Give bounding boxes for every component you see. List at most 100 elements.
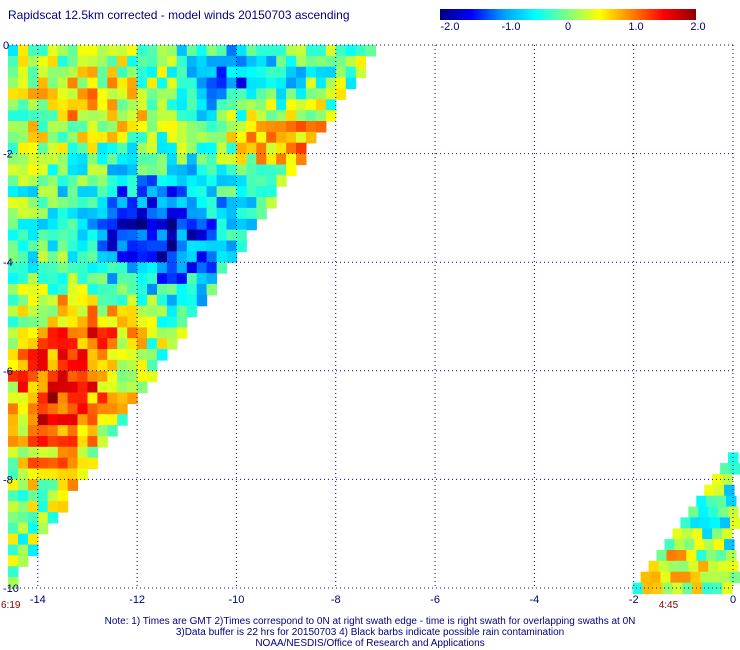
heatmap-cell: [266, 77, 277, 90]
heatmap-cell: [668, 560, 679, 573]
heatmap-cell: [137, 121, 148, 133]
heatmap-cell: [47, 77, 59, 90]
heatmap-cell: [77, 403, 88, 415]
heatmap-cell: [57, 338, 69, 350]
heatmap-cell: [47, 240, 59, 252]
heatmap-cell: [127, 186, 138, 198]
heatmap-cell: [97, 349, 108, 361]
heatmap-cell: [67, 251, 79, 263]
heatmap-cell: [27, 305, 39, 318]
heatmap-cell: [57, 327, 69, 339]
footnote-line-1: Note: 1) Times are GMT 2)Times correspon…: [104, 616, 636, 627]
heatmap-cell: [137, 294, 148, 307]
heatmap-cell: [315, 77, 327, 90]
heatmap-cell: [77, 240, 88, 252]
heatmap-cell: [286, 131, 297, 144]
heatmap-cell: [67, 207, 79, 220]
heatmap-cell: [8, 197, 19, 209]
heatmap-cell: [206, 175, 218, 187]
heatmap-cell: [8, 186, 19, 198]
heatmap-cell: [17, 240, 29, 252]
heatmap-cell: [97, 262, 108, 274]
heatmap-cell: [47, 490, 59, 502]
heatmap-cell: [335, 77, 347, 90]
heatmap-cell: [117, 251, 128, 263]
heatmap-cell: [722, 528, 733, 540]
heatmap-cell: [640, 571, 652, 584]
heatmap-cell: [37, 414, 49, 426]
heatmap-cell: [216, 55, 228, 68]
heatmap-cell: [206, 77, 218, 90]
heatmap-cell: [256, 175, 267, 187]
heatmap-cell: [286, 77, 297, 90]
heatmap-cell: [47, 403, 59, 415]
heatmap-cell: [216, 45, 228, 57]
heatmap-cell: [325, 55, 337, 68]
heatmap-cell: [57, 403, 69, 415]
heatmap-cell: [27, 370, 39, 383]
heatmap-cell: [47, 349, 59, 361]
heatmap-cell: [672, 528, 683, 540]
heatmap-cell: [157, 197, 168, 209]
heatmap-cell: [67, 55, 79, 68]
heatmap-cell: [97, 305, 108, 318]
heatmap-cell: [127, 218, 138, 231]
heatmap-cell: [117, 186, 128, 198]
heatmap-cell: [17, 316, 29, 328]
heatmap-cell: [196, 66, 208, 79]
heatmap-cell: [57, 262, 69, 274]
heatmap-cell: [166, 45, 178, 57]
heatmap-cell: [206, 131, 218, 144]
heatmap-cell: [216, 186, 228, 198]
heatmap-cell: [147, 338, 158, 350]
heatmap-cell: [107, 359, 118, 372]
heatmap-cell: [8, 121, 19, 133]
heatmap-cell: [37, 229, 49, 242]
heatmap-cell: [97, 316, 108, 328]
heatmap-cell: [266, 142, 277, 155]
heatmap-cell: [37, 522, 49, 535]
heatmap-cell: [355, 66, 367, 79]
heatmap-cell: [117, 240, 128, 252]
heatmap-cell: [67, 403, 79, 415]
heatmap-cell: [345, 66, 357, 79]
heatmap-cell: [57, 218, 69, 231]
heatmap-cell: [17, 66, 29, 79]
heatmap-cell: [147, 305, 158, 318]
heatmap-cell: [206, 164, 218, 176]
heatmap-cell: [166, 327, 178, 339]
heatmap-cell: [670, 571, 681, 584]
heatmap-cell: [77, 446, 88, 459]
heatmap-cell: [37, 359, 49, 372]
heatmap-cell: [666, 550, 677, 562]
heatmap-cell: [37, 490, 49, 502]
heatmap-cell: [256, 88, 267, 100]
heatmap-cell: [206, 229, 218, 242]
heatmap-cell: [57, 359, 69, 372]
heatmap-cell: [127, 251, 138, 263]
heatmap-cell: [186, 131, 198, 144]
heatmap-cell: [127, 55, 138, 68]
heatmap-cell: [276, 99, 287, 111]
heatmap-cell: [8, 566, 19, 578]
heatmap-cell: [57, 207, 69, 220]
heatmap-cell: [147, 240, 158, 252]
heatmap-cell: [710, 517, 721, 529]
heatmap-cell: [17, 99, 29, 111]
heatmap-cell: [8, 338, 19, 350]
heatmap-cell: [17, 218, 29, 231]
heatmap-cell: [77, 197, 88, 209]
heatmap-cell: [107, 338, 118, 350]
heatmap-cell: [17, 544, 29, 557]
heatmap-cell: [305, 88, 317, 100]
heatmap-cell: [176, 99, 188, 111]
heatmap-cell: [87, 283, 98, 296]
heatmap-cell: [722, 474, 733, 486]
heatmap-cell: [176, 251, 188, 263]
heatmap-cell: [674, 539, 685, 551]
heatmap-cell: [97, 197, 108, 209]
heatmap-cell: [27, 294, 39, 307]
heatmap-cell: [87, 229, 98, 242]
heatmap-cell: [246, 99, 257, 111]
heatmap-cell: [97, 186, 108, 198]
